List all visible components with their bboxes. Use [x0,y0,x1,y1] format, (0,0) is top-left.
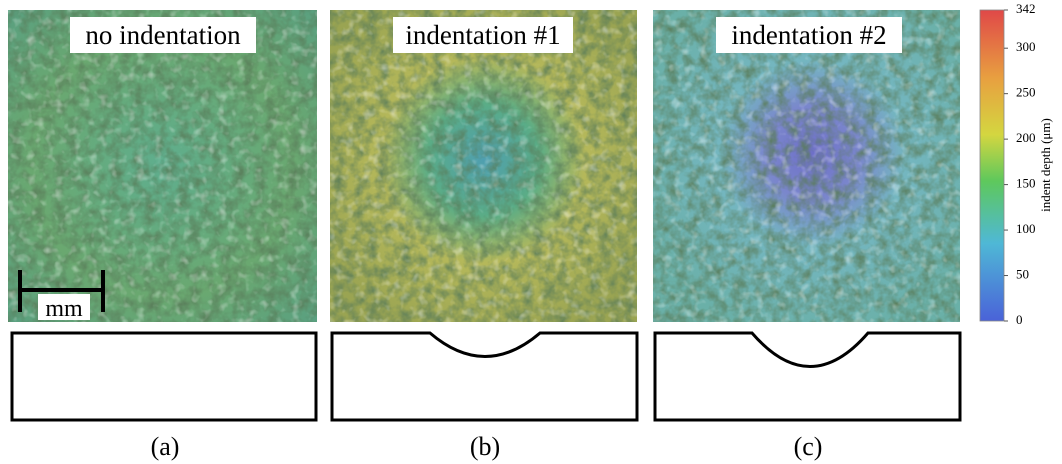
image-b [330,10,637,322]
scale-bar: mm [18,270,105,322]
tick-label: 300 [1016,39,1036,54]
tick-label: 150 [1016,176,1036,191]
colorbar-label: indent depth (μm) [1038,118,1053,212]
panel-caption: (b) [470,432,500,461]
tick-label: 50 [1016,267,1029,282]
tick-label: 0 [1016,312,1023,327]
panel-title: indentation #1 [405,20,560,50]
profiles [10,331,962,422]
title-box [716,17,902,53]
image-a [8,10,317,322]
tick-label: 100 [1016,221,1036,236]
title-box [393,17,573,53]
tick-label: 250 [1016,85,1036,100]
scale-label: mm [45,296,83,322]
panel-caption: (c) [794,432,823,461]
panel-title: no indentation [85,20,241,50]
title-box [70,17,256,53]
panel-caption: (a) [151,432,180,461]
image-c [653,10,960,322]
tick-label: 200 [1016,130,1036,145]
tick-label: 342 [1016,1,1036,16]
colorbar-ticks: 0 50 100 150 200 250 300 342 [1004,1,1036,327]
colorbar [979,9,1005,322]
panel-title: indentation #2 [731,20,886,50]
